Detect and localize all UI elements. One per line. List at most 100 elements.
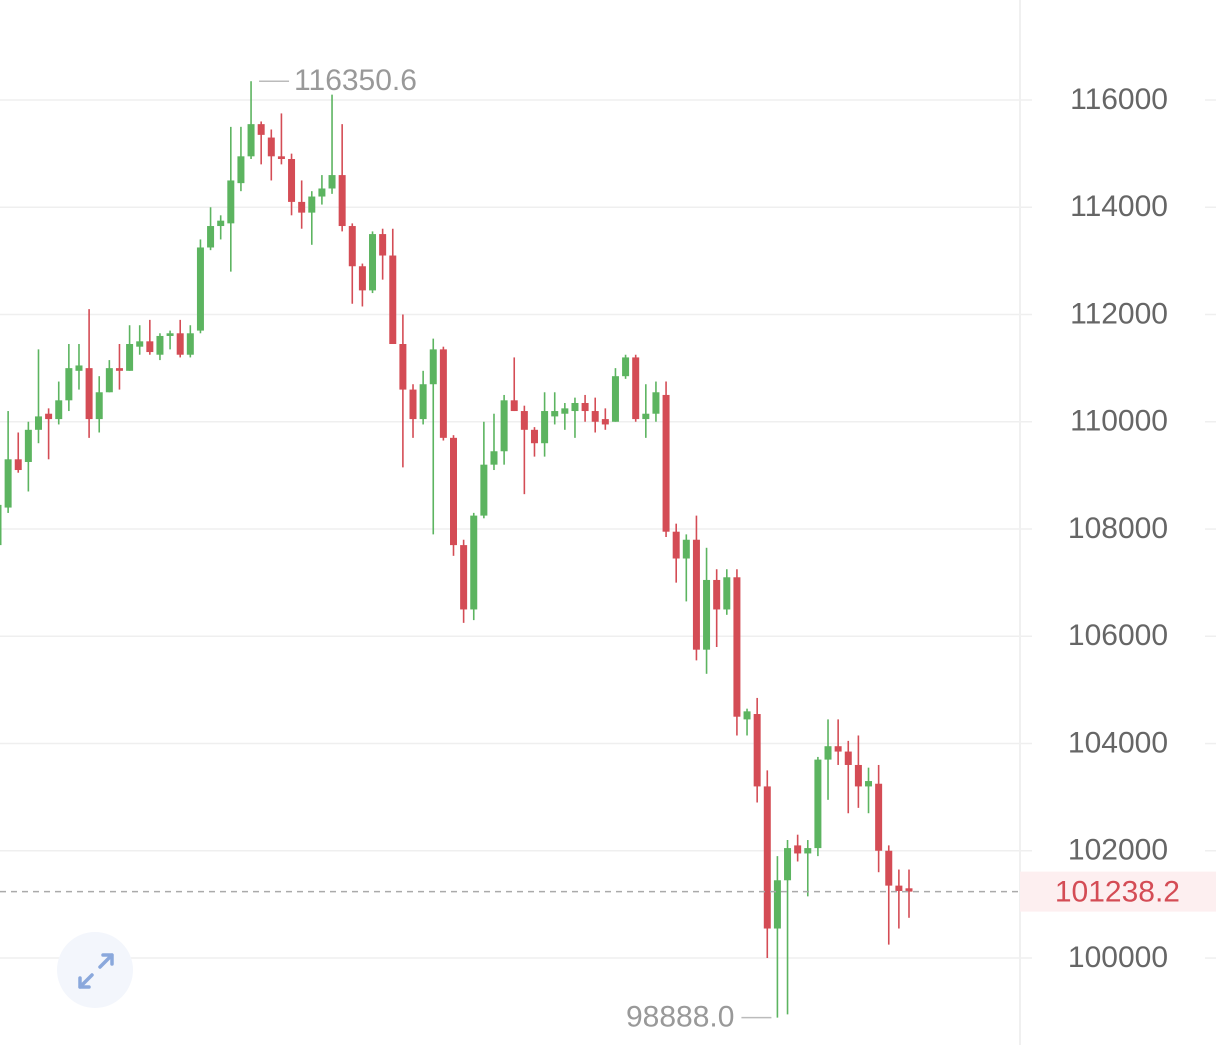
- candle-body: [784, 848, 792, 881]
- y-tick-label: 108000: [1068, 512, 1168, 545]
- candle-body: [814, 759, 822, 849]
- candle-body: [460, 545, 468, 610]
- candle-body: [561, 408, 569, 414]
- y-tick-label: 102000: [1068, 834, 1168, 867]
- candle-body: [480, 464, 488, 516]
- candle-body: [672, 531, 680, 559]
- candle-body: [520, 411, 528, 430]
- min-label: 98888.0: [626, 1001, 734, 1034]
- candle-body: [723, 577, 731, 610]
- candle-body: [794, 845, 802, 854]
- candle-body: [308, 196, 316, 213]
- last-price-bg: [1020, 871, 1216, 912]
- candle-body: [622, 357, 630, 377]
- y-tick-label: 100000: [1068, 941, 1168, 974]
- candle-body: [773, 880, 781, 929]
- candle-body: [450, 437, 457, 546]
- candle-body: [34, 416, 42, 430]
- candle-body: [328, 175, 336, 189]
- candle-body: [288, 158, 296, 202]
- candle-body: [439, 349, 447, 438]
- candle-body: [662, 394, 670, 532]
- candle-body: [196, 247, 204, 331]
- candle-body: [753, 714, 761, 787]
- candle-body: [530, 429, 538, 444]
- candle-body: [591, 411, 599, 422]
- candle-body: [895, 885, 903, 891]
- expand-icon[interactable]: [78, 953, 114, 989]
- candle-body: [692, 539, 700, 650]
- candle-body: [237, 156, 245, 184]
- candle-body: [75, 365, 83, 371]
- y-tick-label: 112000: [1070, 297, 1168, 330]
- candle-body: [713, 579, 721, 610]
- candle-body: [156, 335, 164, 355]
- candle-body: [247, 124, 255, 157]
- candle-body: [105, 368, 113, 393]
- y-tick-label: 106000: [1068, 619, 1168, 652]
- candle-body: [146, 341, 154, 353]
- expand-button[interactable]: [57, 932, 133, 1008]
- candle-body: [763, 786, 771, 929]
- candle-body: [277, 156, 285, 159]
- candle-body: [14, 459, 22, 471]
- candle-body: [733, 577, 741, 717]
- y-tick-label: 114000: [1070, 190, 1168, 223]
- candle-body: [45, 413, 53, 420]
- candle-body: [682, 539, 690, 559]
- candle-body: [389, 255, 397, 345]
- candle-body: [65, 368, 73, 401]
- candle-body: [581, 402, 589, 412]
- candle-body: [0, 504, 2, 546]
- candle-body: [551, 411, 559, 417]
- candle-body: [4, 459, 12, 508]
- candle-body: [207, 226, 215, 248]
- candle-body: [875, 783, 883, 851]
- candle-body: [267, 137, 275, 157]
- candle-body: [743, 711, 751, 720]
- candle-body: [24, 429, 32, 462]
- candle-body: [824, 746, 832, 760]
- candle-body: [338, 175, 346, 227]
- candle-body: [115, 368, 123, 371]
- candle-body: [348, 226, 356, 267]
- candle-body: [905, 888, 913, 892]
- candle-body: [227, 180, 235, 224]
- candle-body: [257, 124, 265, 135]
- candle-body: [652, 392, 660, 414]
- candle-body: [885, 850, 893, 886]
- candle-body: [844, 751, 852, 765]
- candle-body: [85, 368, 93, 420]
- candle-body: [379, 234, 387, 256]
- candle-body: [298, 201, 306, 213]
- candle-body: [186, 333, 194, 355]
- candle-body: [510, 400, 518, 412]
- candle-body: [642, 413, 650, 420]
- max-label: 116350.6: [294, 64, 417, 97]
- y-tick-label: 110000: [1070, 405, 1168, 438]
- candle-body: [490, 451, 498, 465]
- y-tick-label: 116000: [1070, 83, 1168, 116]
- candle-body: [166, 333, 174, 336]
- candle-body: [834, 746, 842, 752]
- candle-body: [399, 344, 407, 390]
- candle-body: [358, 266, 366, 291]
- candle-body: [409, 389, 417, 420]
- candle-body: [703, 579, 711, 650]
- last-price-label: 101238.2: [1055, 876, 1180, 909]
- candle-body: [601, 419, 609, 425]
- y-tick-label: 104000: [1068, 726, 1168, 759]
- candle-body: [500, 400, 508, 452]
- candle-body: [470, 515, 478, 610]
- candle-body: [136, 341, 144, 347]
- candle-body: [176, 333, 184, 355]
- candle-body: [865, 781, 873, 787]
- expand-bg[interactable]: [57, 932, 133, 1008]
- candle-body: [318, 188, 326, 197]
- candle-body: [419, 384, 427, 420]
- candle-body: [369, 234, 377, 291]
- candle-body: [541, 411, 549, 444]
- candle-body: [217, 220, 225, 227]
